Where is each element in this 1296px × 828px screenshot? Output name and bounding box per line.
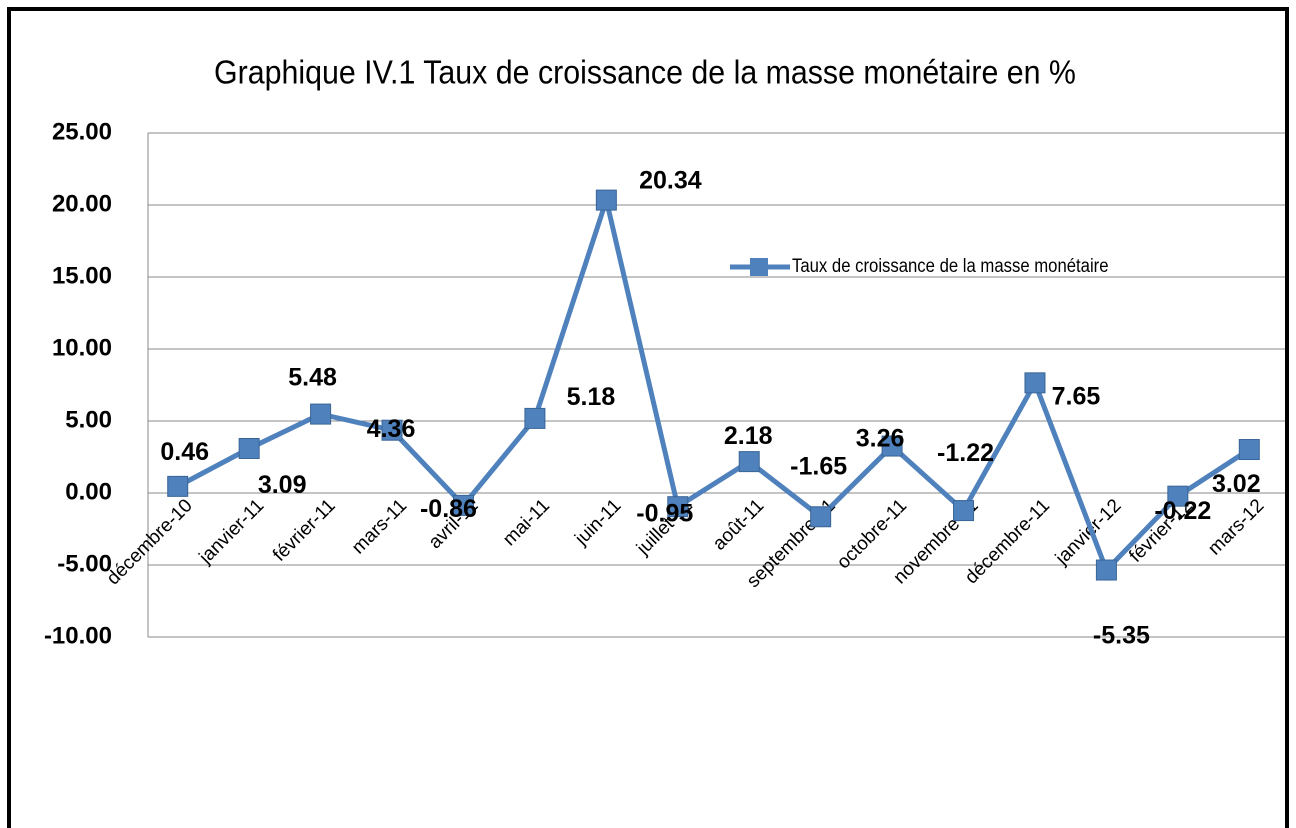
marker xyxy=(310,403,332,425)
x-tick-label: février-11 xyxy=(269,495,340,566)
data-label: 4.36 xyxy=(367,415,416,443)
data-label: -0.86 xyxy=(420,495,477,523)
y-tick-label: 15.00 xyxy=(52,262,112,289)
line xyxy=(176,190,1251,575)
x-tick-label: mai-11 xyxy=(499,495,554,550)
marker xyxy=(810,506,832,528)
x-tick-label: décembre-10 xyxy=(103,495,197,589)
marker xyxy=(1024,372,1046,394)
marker xyxy=(738,451,760,473)
x-tick-label: août-11 xyxy=(709,495,768,554)
data-label: 2.18 xyxy=(724,422,773,450)
data-label: 0.46 xyxy=(160,438,209,466)
data-label: -0.95 xyxy=(636,499,693,527)
marker xyxy=(1095,559,1117,581)
marker xyxy=(524,407,546,429)
y-tick-label: -5.00 xyxy=(57,550,112,577)
marker xyxy=(953,500,975,522)
data-label: 3.02 xyxy=(1212,470,1261,498)
data-label: 5.48 xyxy=(288,364,337,392)
data-label: -1.22 xyxy=(937,439,994,467)
x-tick-label: octobre-11 xyxy=(833,495,911,573)
data-label: 3.26 xyxy=(856,425,905,453)
data-label: -5.35 xyxy=(1093,622,1150,650)
data-label: 7.65 xyxy=(1052,382,1101,410)
y-tick-label: 0.00 xyxy=(65,478,112,505)
frame xyxy=(7,7,1289,828)
marker xyxy=(452,494,474,516)
marker xyxy=(381,419,403,441)
x-tick-label: janvier-11 xyxy=(195,495,269,569)
data-label: -1.65 xyxy=(790,452,847,480)
marker xyxy=(1167,485,1189,507)
y-tick-label: 5.00 xyxy=(65,406,112,433)
y-tick-label: -10.00 xyxy=(44,622,112,649)
legend-marker xyxy=(750,258,768,276)
marker xyxy=(167,475,189,497)
marker xyxy=(667,496,689,518)
y-tick-label: 20.00 xyxy=(52,190,112,217)
data-label: 5.18 xyxy=(567,383,616,411)
y-tick-label: 10.00 xyxy=(52,334,112,361)
marker xyxy=(881,435,903,457)
marker xyxy=(1238,439,1260,461)
x-tick-label: mars-12 xyxy=(1204,495,1268,559)
legend-label: Taux de croissance de la masse monétaire xyxy=(792,255,1109,276)
data-label: -0.22 xyxy=(1154,497,1211,525)
marker xyxy=(595,189,617,211)
marker xyxy=(238,438,260,460)
x-tick-label: mars-11 xyxy=(348,495,411,558)
data-label: 20.34 xyxy=(639,167,702,195)
y-tick-label: 25.00 xyxy=(52,118,112,145)
x-tick-label: juin-11 xyxy=(571,495,626,550)
data-label: 3.09 xyxy=(258,471,307,499)
chart-title: Graphique IV.1 Taux de croissance de la … xyxy=(214,54,1076,91)
